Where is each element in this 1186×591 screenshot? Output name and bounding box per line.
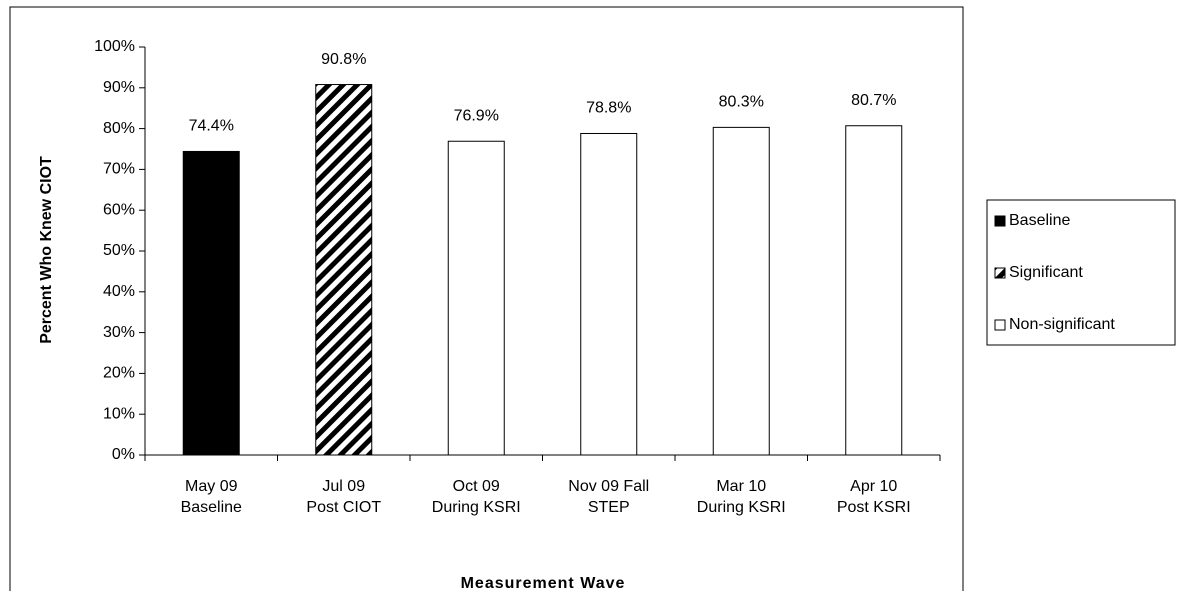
y-tick-label: 80% <box>103 120 135 137</box>
bar <box>315 84 373 456</box>
y-axis-title: Percent Who Knew CIOT <box>38 156 55 344</box>
x-axis-title: Measurement Wave <box>461 575 626 591</box>
y-tick-label: 100% <box>94 38 135 55</box>
y-tick-label: 70% <box>103 161 135 178</box>
y-tick-label: 20% <box>103 365 135 382</box>
chart-border <box>9 6 964 591</box>
y-tick-label: 40% <box>103 283 135 300</box>
y-tick-label: 60% <box>103 201 135 218</box>
y-tick-label: 10% <box>103 405 135 422</box>
x-tick-label: Jul 09 <box>322 478 365 495</box>
bar <box>712 126 770 456</box>
x-tick-label: STEP <box>588 499 630 516</box>
legend-label: Baseline <box>1009 212 1070 229</box>
value-label: 80.7% <box>851 92 896 109</box>
x-tick-label: Oct 09 <box>453 478 500 495</box>
value-label: 78.8% <box>586 100 631 117</box>
x-tick-label: During KSRI <box>697 499 786 516</box>
y-tick-label: 90% <box>103 79 135 96</box>
y-tick-label: 30% <box>103 324 135 341</box>
legend-label: Significant <box>1009 264 1083 281</box>
bar <box>580 132 638 456</box>
x-tick-label: Baseline <box>181 499 242 516</box>
legend-swatch <box>994 267 1006 279</box>
y-tick-label: 0% <box>112 446 135 463</box>
y-tick-label: 50% <box>103 242 135 259</box>
bar <box>447 140 505 456</box>
x-tick-label: Post KSRI <box>837 499 911 516</box>
legend-swatch <box>994 215 1006 227</box>
value-label: 80.3% <box>719 94 764 111</box>
x-tick-label: Post CIOT <box>306 499 381 516</box>
value-label: 74.4% <box>189 118 234 135</box>
bar <box>182 150 240 456</box>
value-label: 90.8% <box>321 51 366 68</box>
x-tick-label: During KSRI <box>432 499 521 516</box>
legend-box <box>986 199 1176 346</box>
legend-swatch <box>994 319 1006 331</box>
x-tick-label: Nov 09 Fall <box>568 478 649 495</box>
bar <box>845 125 903 456</box>
legend-label: Non-significant <box>1009 316 1115 333</box>
x-tick-label: Mar 10 <box>716 478 766 495</box>
value-label: 76.9% <box>454 107 499 124</box>
x-tick-label: May 09 <box>185 478 238 495</box>
x-tick-label: Apr 10 <box>850 478 897 495</box>
